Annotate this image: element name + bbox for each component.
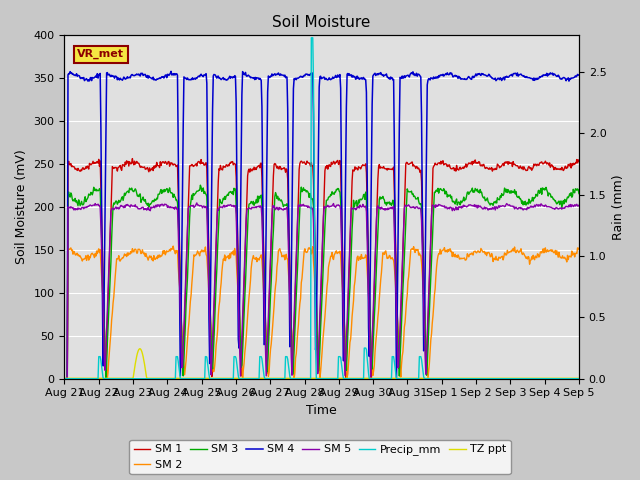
SM 2 (385, 255, 392, 261)
TZ ppt (70, 375, 77, 381)
SM 2 (575, 247, 583, 252)
SM 3 (203, 194, 211, 200)
SM 4 (176, 296, 184, 301)
SM 3 (61, 376, 68, 382)
TZ ppt (401, 375, 408, 381)
Line: SM 2: SM 2 (65, 246, 579, 379)
SM 5 (193, 200, 201, 206)
SM 5 (70, 207, 77, 213)
SM 1 (70, 164, 77, 169)
Precip_mm (385, 376, 392, 382)
Precip_mm (400, 376, 408, 382)
Precip_mm (123, 376, 131, 382)
SM 4 (123, 75, 131, 81)
SM 4 (70, 72, 77, 78)
TZ ppt (385, 375, 393, 381)
Line: TZ ppt: TZ ppt (65, 349, 579, 379)
Y-axis label: Rain (mm): Rain (mm) (612, 174, 625, 240)
SM 4 (203, 80, 211, 86)
SM 2 (170, 243, 177, 249)
SM 1 (385, 166, 392, 172)
Text: VR_met: VR_met (77, 49, 124, 60)
SM 5 (123, 203, 131, 208)
TZ ppt (143, 376, 150, 382)
SM 2 (203, 253, 211, 259)
SM 2 (61, 376, 68, 382)
Precip_mm (70, 376, 77, 382)
SM 1 (123, 158, 131, 164)
Line: SM 3: SM 3 (65, 185, 579, 379)
SM 3 (123, 189, 131, 195)
SM 1 (400, 227, 408, 232)
Legend: SM 1, SM 2, SM 3, SM 4, SM 5, Precip_mm, TZ ppt: SM 1, SM 2, SM 3, SM 4, SM 5, Precip_mm,… (129, 440, 511, 474)
SM 3 (400, 272, 408, 277)
SM 2 (123, 254, 131, 260)
Precip_mm (175, 364, 183, 370)
SM 1 (129, 156, 136, 161)
SM 3 (385, 200, 392, 205)
SM 2 (176, 284, 184, 290)
SM 5 (203, 207, 211, 213)
SM 3 (70, 197, 77, 203)
SM 2 (400, 337, 408, 343)
Precip_mm (575, 376, 583, 382)
Line: SM 1: SM 1 (65, 158, 579, 379)
Precip_mm (307, 35, 315, 41)
SM 4 (167, 69, 175, 74)
SM 5 (575, 202, 583, 208)
SM 1 (203, 166, 211, 171)
Line: SM 4: SM 4 (65, 72, 579, 379)
SM 4 (400, 75, 408, 81)
X-axis label: Time: Time (307, 404, 337, 417)
Title: Soil Moisture: Soil Moisture (273, 15, 371, 30)
TZ ppt (204, 375, 211, 381)
SM 5 (61, 376, 68, 382)
Precip_mm (202, 354, 210, 360)
SM 3 (196, 182, 204, 188)
SM 5 (385, 206, 392, 212)
TZ ppt (177, 375, 184, 381)
SM 2 (70, 249, 77, 254)
SM 4 (385, 75, 392, 81)
Precip_mm (61, 376, 68, 382)
Y-axis label: Soil Moisture (mV): Soil Moisture (mV) (15, 150, 28, 264)
SM 3 (575, 191, 583, 196)
TZ ppt (123, 375, 131, 381)
SM 1 (61, 376, 68, 382)
Line: Precip_mm: Precip_mm (65, 38, 579, 379)
SM 3 (175, 237, 183, 243)
SM 4 (575, 72, 583, 78)
SM 1 (575, 158, 583, 164)
TZ ppt (136, 346, 143, 352)
SM 5 (175, 254, 183, 260)
TZ ppt (575, 375, 583, 381)
TZ ppt (61, 375, 68, 381)
Line: SM 5: SM 5 (65, 203, 579, 379)
SM 5 (400, 225, 408, 230)
SM 4 (61, 376, 68, 382)
SM 1 (176, 246, 184, 252)
